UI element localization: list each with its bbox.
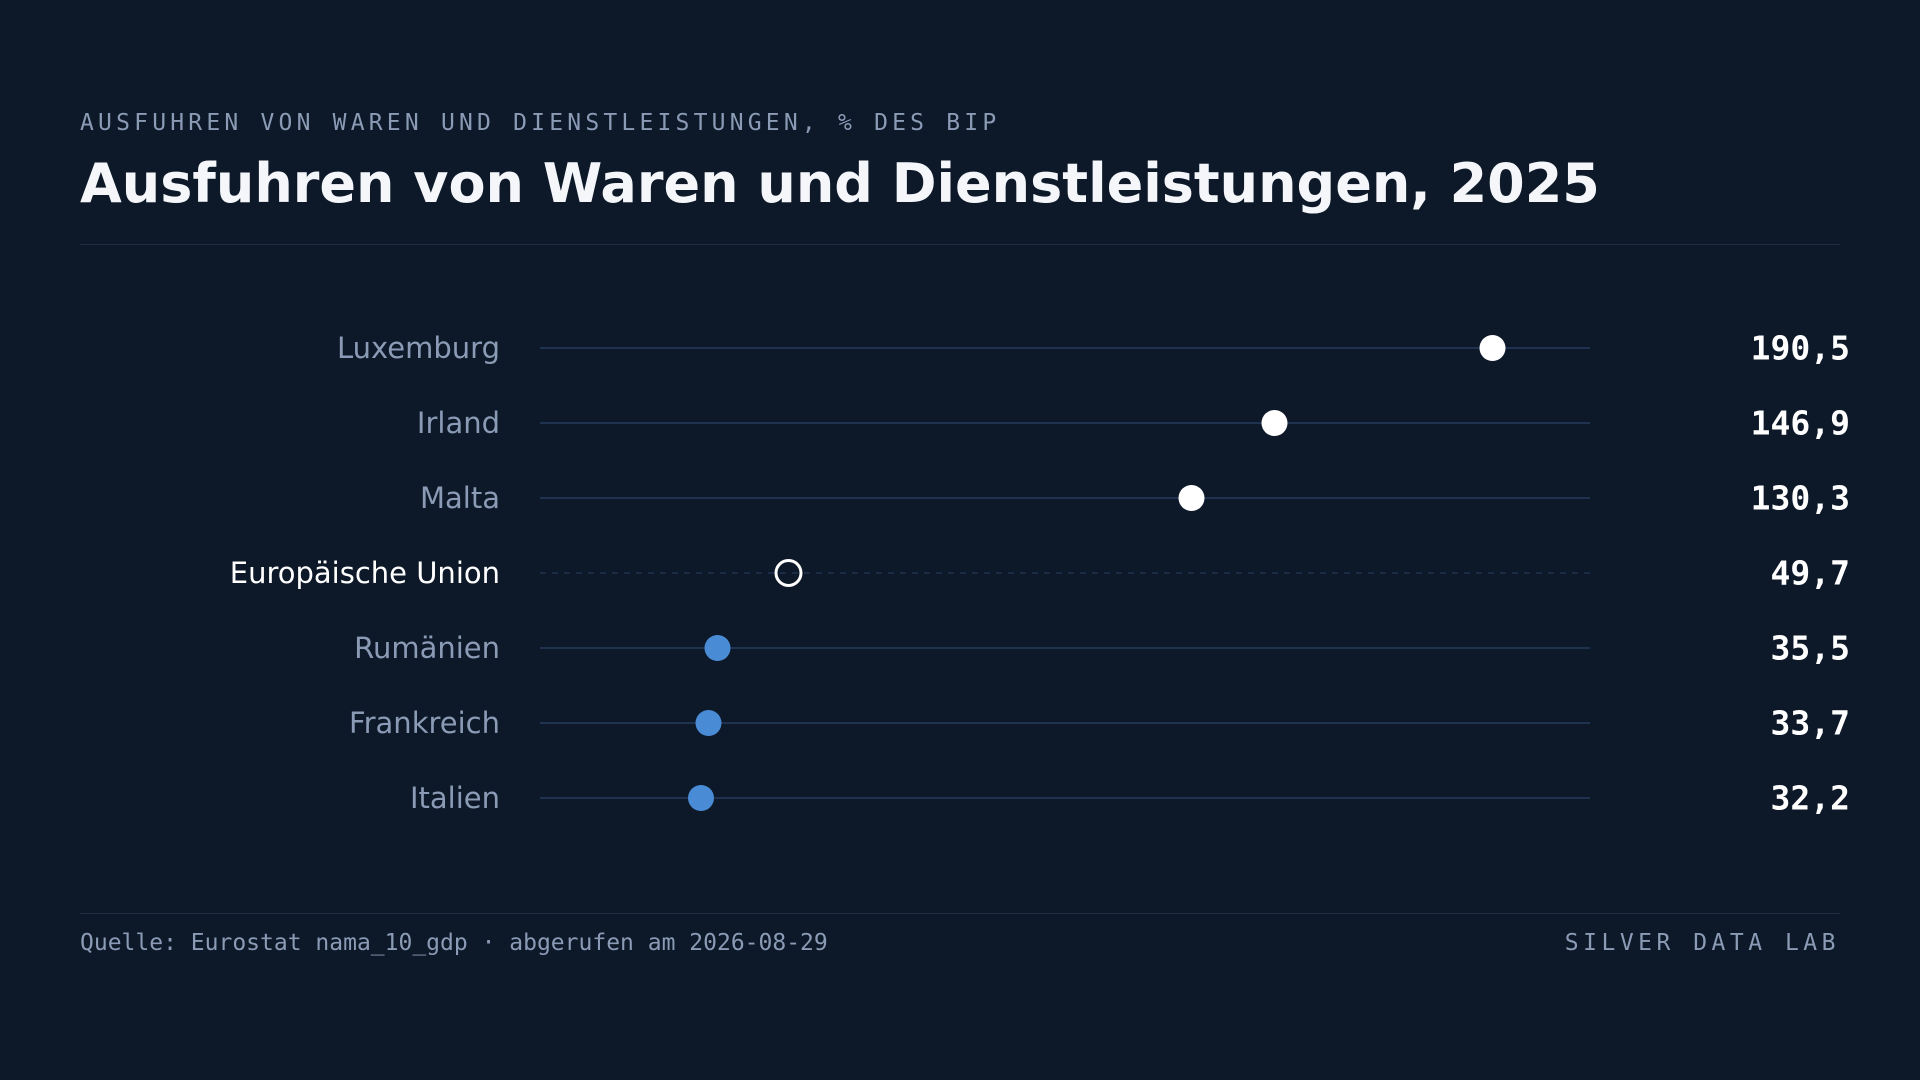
data-dot bbox=[1479, 335, 1506, 361]
data-dot bbox=[704, 635, 731, 661]
category-label: Europäische Union bbox=[230, 556, 500, 590]
value-label: 35,5 bbox=[1771, 629, 1850, 668]
category-label: Italien bbox=[410, 781, 500, 815]
category-label: Malta bbox=[420, 481, 500, 515]
footer-divider bbox=[80, 913, 1840, 914]
chart-kicker: AUSFUHREN VON WAREN UND DIENSTLEISTUNGEN… bbox=[80, 110, 1001, 136]
value-label: 130,3 bbox=[1751, 479, 1850, 518]
category-label: Luxemburg bbox=[337, 331, 500, 365]
value-label: 33,7 bbox=[1771, 704, 1850, 743]
category-label: Frankreich bbox=[349, 706, 500, 740]
chart-title: Ausfuhren von Waren und Dienstleistungen… bbox=[80, 152, 1600, 215]
data-dot bbox=[688, 785, 714, 811]
data-dot bbox=[1261, 410, 1288, 436]
data-dot bbox=[695, 710, 722, 736]
value-label: 32,2 bbox=[1771, 779, 1850, 818]
header-divider bbox=[80, 244, 1840, 245]
value-label: 49,7 bbox=[1771, 554, 1850, 593]
data-dot bbox=[1178, 485, 1205, 511]
reference-dot bbox=[774, 559, 803, 587]
value-label: 146,9 bbox=[1751, 404, 1850, 443]
footer-source: Quelle: Eurostat nama_10_gdp · abgerufen… bbox=[80, 930, 828, 956]
value-label: 190,5 bbox=[1751, 329, 1850, 368]
category-label: Rumänien bbox=[354, 631, 500, 665]
footer-brand: SILVER DATA LAB bbox=[1564, 930, 1840, 956]
category-label: Irland bbox=[417, 406, 500, 440]
